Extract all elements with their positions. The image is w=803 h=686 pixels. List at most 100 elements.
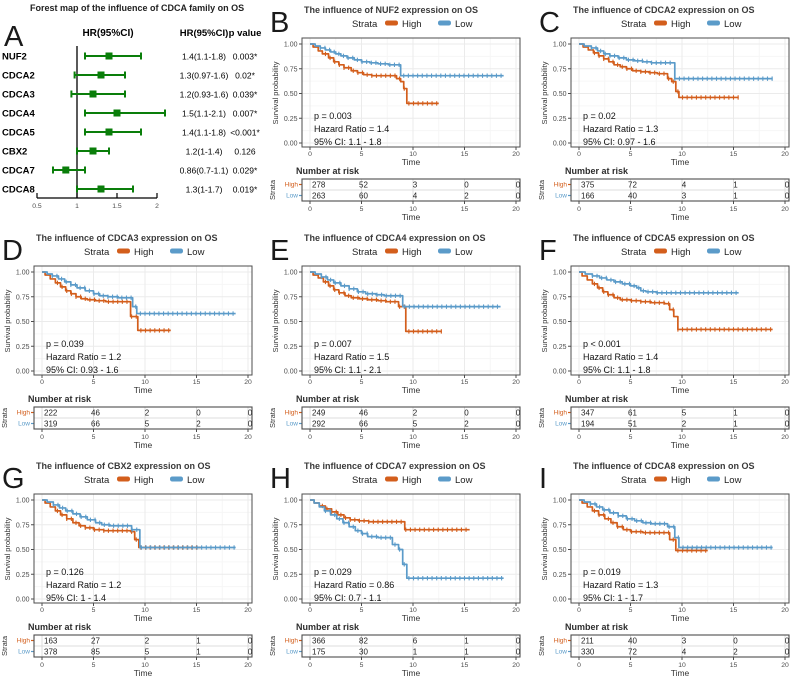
panel-A-forest-plot: Forest map of the influence of CDCA fami…	[0, 0, 268, 228]
hr-ci-value: 0.86(0.7-1.1)	[180, 166, 229, 176]
legend-strata-label: Strata	[621, 247, 647, 258]
plot-border	[570, 265, 790, 376]
legend-high-swatch-icon	[385, 20, 398, 26]
risk-row-label-high: High	[554, 410, 568, 417]
risk-x-tick-label: 10	[141, 434, 149, 441]
risk-count: 30	[359, 648, 368, 657]
y-tick-label: 1.00	[553, 42, 567, 49]
risk-row-label-high: High	[554, 182, 568, 189]
forest-axis-tick-label: 0.5	[32, 203, 42, 210]
km-curve-low	[579, 499, 773, 549]
y-tick-label: 0.75	[553, 294, 567, 301]
panel-E-km-CDCA4: E The influence of CDCA4 expression on OS…	[268, 228, 537, 456]
x-tick-label: 10	[409, 379, 417, 386]
risk-table-title: Number at risk	[296, 622, 360, 632]
y-tick-label: 0.50	[16, 319, 30, 326]
km-panel-svg: D The influence of CDCA3 expression on OS…	[0, 233, 253, 450]
forest-p-column-header: p value	[229, 28, 262, 39]
risk-x-tick-label: 15	[730, 662, 738, 669]
hazard-ratio-annotation: Hazard Ratio = 1.5	[314, 352, 389, 362]
risk-x-tick-label: 20	[512, 662, 520, 669]
hr-ci-value: 1.2(1-1.4)	[186, 147, 223, 157]
risk-count: 1	[733, 181, 738, 190]
risk-row-label-low: Low	[286, 649, 298, 656]
ci-annotation: 95% CI: 1.1 - 2.1	[314, 365, 382, 375]
risk-table-border	[33, 406, 253, 430]
legend-high-swatch-icon	[117, 248, 130, 254]
hr-point-estimate	[62, 166, 70, 174]
risk-x-tick-label: 5	[629, 434, 633, 441]
forest-row-CDCA5: CDCA5 1.4(1.1-1.8) <0.001*	[2, 128, 260, 139]
y-tick-label: 0.75	[16, 294, 30, 301]
risk-x-axis-title: Time	[402, 212, 421, 222]
legend-low-swatch-icon	[438, 20, 451, 26]
panel-B-km-NUF2: B The influence of NUF2 expression on OS S…	[268, 0, 537, 228]
y-tick-label: 1.00	[16, 498, 30, 505]
panel-letter: A	[4, 21, 24, 53]
censor-marks-low	[589, 501, 772, 550]
forest-x-axis: 0.5 1 1.5 2	[32, 193, 159, 210]
legend-low-swatch-icon	[170, 248, 183, 254]
legend-high-label: High	[402, 475, 422, 486]
risk-x-tick-label: 20	[512, 434, 520, 441]
ci-annotation: 95% CI: 1.1 - 1.8	[583, 365, 651, 375]
legend-strata-label: Strata	[621, 19, 647, 30]
x-tick-label: 0	[308, 151, 312, 158]
risk-count: 61	[628, 409, 637, 418]
x-tick-label: 0	[577, 607, 581, 614]
y-tick-label: 0.00	[284, 141, 298, 148]
y-tick-label: 0.25	[553, 572, 567, 579]
censor-marks-low	[51, 273, 234, 316]
legend-strata-label: Strata	[84, 475, 110, 486]
risk-count: 366	[312, 637, 326, 646]
x-tick-label: 5	[629, 379, 633, 386]
risk-count: 263	[312, 192, 326, 201]
hr-point-estimate	[105, 128, 113, 136]
risk-x-axis-title: Time	[134, 440, 153, 450]
hr-point-estimate	[97, 185, 105, 193]
risk-table-border	[301, 406, 521, 430]
risk-count: 0	[248, 420, 253, 429]
legend-low-label: Low	[455, 247, 473, 258]
risk-count: 0	[248, 648, 253, 657]
ci-annotation: 95% CI: 1 - 1.4	[46, 593, 106, 603]
hr-ci-value: 1.4(1.1-1.8)	[182, 52, 226, 62]
panel-letter: G	[2, 463, 25, 495]
hazard-ratio-annotation: Hazard Ratio = 1.3	[583, 124, 658, 134]
risk-x-tick-label: 0	[577, 206, 581, 213]
km-curve-low	[310, 499, 504, 580]
forest-axis-tick-label: 1	[75, 203, 79, 210]
panel-C-km-CDCA2: C The influence of CDCA2 expression on OS…	[537, 0, 803, 228]
y-tick-label: 0.75	[16, 522, 30, 529]
risk-count: 85	[91, 648, 100, 657]
risk-x-tick-label: 15	[461, 662, 469, 669]
risk-row-label-high: High	[17, 410, 31, 417]
km-panel-svg: B The influence of NUF2 expression on OS S…	[268, 5, 521, 222]
risk-x-tick-label: 10	[409, 434, 417, 441]
censor-marks-low	[590, 45, 773, 81]
legend-strata-label: Strata	[621, 475, 647, 486]
x-tick-label: 0	[40, 379, 44, 386]
legend-high-label: High	[671, 475, 691, 486]
plot-border	[570, 493, 790, 604]
risk-x-tick-label: 0	[308, 662, 312, 669]
y-axis-title: Survival probability	[540, 289, 549, 352]
risk-count: 347	[581, 409, 595, 418]
risk-x-tick-label: 0	[308, 434, 312, 441]
hazard-ratio-annotation: Hazard Ratio = 1.4	[583, 352, 658, 362]
legend-high-swatch-icon	[385, 476, 398, 482]
risk-x-tick-label: 10	[678, 434, 686, 441]
hr-point-estimate	[89, 147, 97, 155]
y-tick-label: 0.50	[284, 91, 298, 98]
forest-row-NUF2: NUF2 1.4(1.1-1.8) 0.003*	[2, 52, 258, 63]
risk-table-border	[33, 634, 253, 658]
legend-high-label: High	[134, 247, 154, 258]
risk-count: 66	[359, 420, 368, 429]
ci-annotation: 95% CI: 0.93 - 1.6	[46, 365, 119, 375]
risk-x-tick-label: 5	[629, 206, 633, 213]
y-tick-label: 1.00	[284, 270, 298, 277]
y-tick-label: 0.75	[284, 294, 298, 301]
legend-strata-label: Strata	[352, 475, 378, 486]
panel-title: The influence of CBX2 expression on OS	[36, 461, 211, 471]
